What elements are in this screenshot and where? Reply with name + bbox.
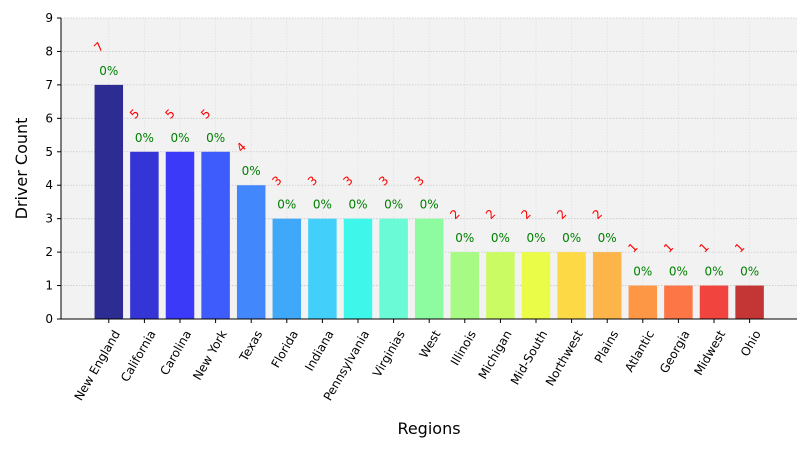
bar-percent-label: 0% — [99, 64, 118, 78]
bar — [94, 84, 124, 319]
bar-percent-label: 0% — [242, 164, 261, 178]
bar — [130, 151, 159, 319]
bar-percent-label: 0% — [491, 231, 510, 245]
x-tick-label: Atlantic — [622, 328, 657, 375]
x-tick-label: Northwest — [543, 328, 586, 389]
bar-percent-label: 0% — [704, 265, 723, 279]
bar — [521, 252, 551, 319]
x-tick-label: Virginias — [370, 328, 408, 380]
bar — [628, 285, 658, 319]
bar — [414, 218, 444, 319]
bar — [557, 252, 586, 319]
bar — [486, 252, 515, 319]
bar-percent-label: 0% — [598, 231, 617, 245]
bar-percent-label: 0% — [633, 265, 652, 279]
bar — [592, 252, 622, 319]
bar-percent-label: 0% — [135, 131, 154, 145]
x-tick-label: Carolina — [157, 328, 194, 378]
x-tick-label: Illinois — [448, 328, 479, 368]
bar — [308, 218, 337, 319]
bar-percent-label: 0% — [348, 198, 367, 212]
bar-labels: 0%70%50%50%50%40%30%30%30%30%30%20%20%20… — [91, 39, 759, 278]
x-tick-label: Midwest — [691, 328, 728, 378]
x-tick-label: Ohio — [738, 328, 764, 359]
y-tick-label: 1 — [45, 279, 53, 293]
x-tick-label: West — [417, 328, 444, 361]
bar — [272, 218, 302, 319]
bar — [735, 285, 764, 319]
x-tick-label: New England — [72, 328, 123, 403]
y-tick-label: 8 — [45, 44, 53, 58]
bar-percent-label: 0% — [526, 231, 545, 245]
y-tick-label: 9 — [45, 11, 53, 25]
bar-percent-label: 0% — [420, 198, 439, 212]
y-tick-label: 6 — [45, 111, 53, 125]
bar — [699, 285, 729, 319]
y-tick-label: 3 — [45, 212, 53, 226]
x-tick-label: Georgia — [657, 328, 693, 376]
x-tick-label: California — [118, 328, 159, 384]
y-ticks: 0 1 2 3 4 5 6 7 8 9 — [45, 11, 61, 326]
bar-percent-label: 0% — [170, 131, 189, 145]
x-tick-label: Plains — [592, 328, 622, 365]
bar — [450, 252, 480, 319]
bar-percent-label: 0% — [313, 198, 332, 212]
x-tick-label: New York — [190, 328, 230, 383]
bar-percent-label: 0% — [562, 231, 581, 245]
y-tick-label: 4 — [45, 178, 53, 192]
bar-percent-label: 0% — [384, 198, 403, 212]
bar — [201, 151, 230, 319]
x-tick-label: Texas — [236, 328, 265, 365]
y-axis-title: Driver Count — [12, 118, 31, 220]
bar-percent-label: 0% — [206, 131, 225, 145]
bar — [664, 285, 693, 319]
bar-percent-label: 0% — [669, 265, 688, 279]
y-tick-label: 0 — [45, 312, 53, 326]
x-axis-title: Regions — [397, 419, 460, 438]
bar — [165, 151, 195, 319]
y-tick-label: 2 — [45, 245, 53, 259]
bar-percent-label: 0% — [740, 265, 759, 279]
x-tick-label: Indiana — [302, 328, 336, 373]
bar-percent-label: 0% — [277, 198, 296, 212]
bar-percent-label: 0% — [455, 231, 474, 245]
bar — [379, 218, 408, 319]
bar — [343, 218, 373, 319]
x-tick-label: Michigan — [476, 328, 515, 382]
y-tick-label: 5 — [45, 145, 53, 159]
y-tick-label: 7 — [45, 78, 53, 92]
bars — [94, 84, 764, 319]
bar — [236, 185, 266, 319]
x-tick-label: Florida — [268, 328, 301, 370]
